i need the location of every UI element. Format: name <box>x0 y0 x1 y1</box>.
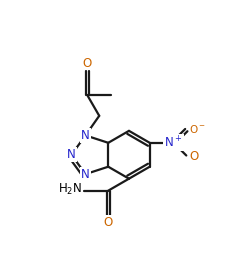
Text: H$_2$N: H$_2$N <box>58 182 82 197</box>
Text: N: N <box>67 148 76 161</box>
Text: O: O <box>83 57 92 70</box>
Text: N$^+$: N$^+$ <box>164 135 183 150</box>
Text: O: O <box>189 150 199 163</box>
Text: O: O <box>104 216 113 229</box>
Text: O$^-$: O$^-$ <box>189 123 206 135</box>
Text: N: N <box>81 129 90 142</box>
Text: N: N <box>81 168 90 180</box>
